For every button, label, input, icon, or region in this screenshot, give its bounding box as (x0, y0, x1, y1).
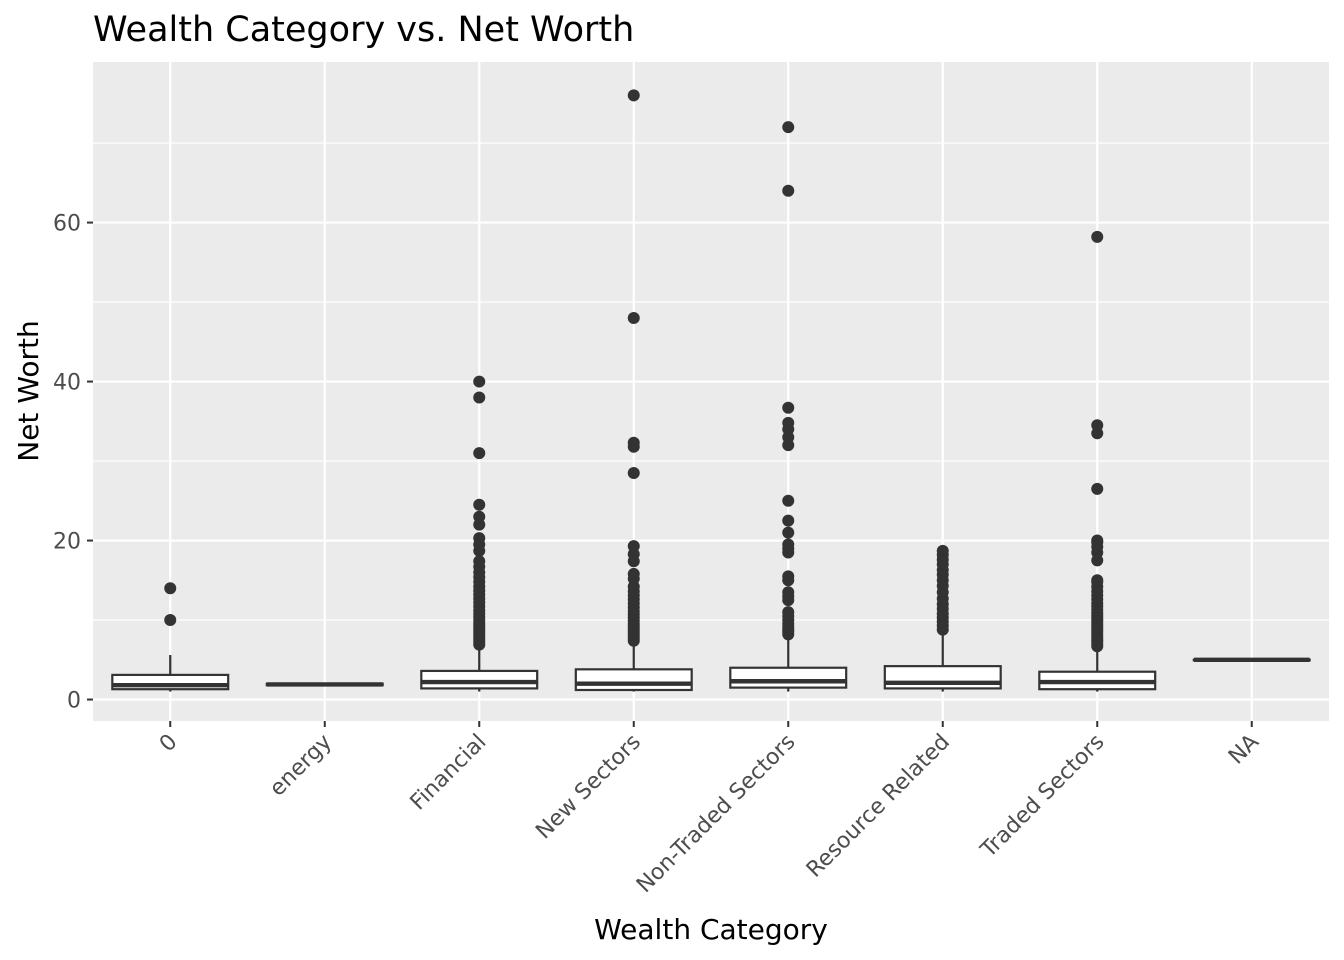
outlier-point (1091, 574, 1104, 587)
outlier-point (473, 510, 486, 523)
outlier-point (627, 540, 640, 553)
x-tick-label: Financial (406, 730, 492, 816)
box (729, 666, 848, 689)
outlier-point (473, 375, 486, 388)
box-group (1192, 657, 1311, 662)
outlier-point (782, 586, 795, 599)
outlier-point (1091, 230, 1104, 243)
y-tick-label: 0 (67, 689, 81, 714)
x-tick-label: NA (1224, 730, 1264, 770)
outlier-point (164, 614, 177, 627)
y-tick-label: 60 (53, 212, 81, 237)
box-group (420, 375, 539, 692)
outlier-point (473, 447, 486, 460)
box-group (729, 121, 848, 692)
outlier-point (782, 570, 795, 583)
outlier-point (936, 544, 949, 557)
outlier-point (473, 391, 486, 404)
x-tick-label: energy (265, 730, 337, 802)
y-axis-title: Net Worth (12, 320, 45, 461)
outlier-point (627, 89, 640, 102)
x-axis-title: Wealth Category (594, 913, 828, 946)
outlier-point (627, 567, 640, 580)
outlier-point (782, 416, 795, 429)
outlier-point (782, 538, 795, 551)
y-tick-label: 20 (53, 530, 81, 555)
x-tick-label: Non-Traded Sectors (632, 730, 800, 898)
data-layer (111, 89, 1311, 692)
outlier-point (1091, 534, 1104, 547)
outlier-point (627, 311, 640, 324)
x-tick-label: 0 (155, 730, 183, 758)
outlier-point (1091, 419, 1104, 432)
box-group (1038, 230, 1157, 692)
outlier-point (782, 494, 795, 507)
outlier-point (782, 184, 795, 197)
box (883, 665, 1002, 690)
box (574, 668, 693, 692)
outlier-point (782, 121, 795, 134)
chart-title: Wealth Category vs. Net Worth (93, 10, 634, 50)
box (420, 669, 539, 690)
outlier-point (627, 436, 640, 449)
y-tick-label: 40 (53, 371, 81, 396)
box-group (883, 544, 1002, 692)
outlier-point (782, 526, 795, 539)
outlier-point (164, 582, 177, 595)
outlier-point (473, 498, 486, 511)
outlier-point (782, 514, 795, 527)
outlier-point (1091, 482, 1104, 495)
box-group (574, 89, 693, 692)
outlier-point (782, 606, 795, 619)
box-group (111, 582, 230, 692)
outlier-point (627, 466, 640, 479)
x-tick-label: New Sectors (531, 730, 646, 845)
outlier-point (473, 532, 486, 545)
box-group (265, 682, 384, 687)
outlier-point (782, 401, 795, 414)
plot-panel (93, 62, 1329, 721)
x-tick-label: Traded Sectors (976, 730, 1110, 864)
outlier-point (473, 555, 486, 568)
x-tick-label: Resource Related (802, 730, 955, 883)
